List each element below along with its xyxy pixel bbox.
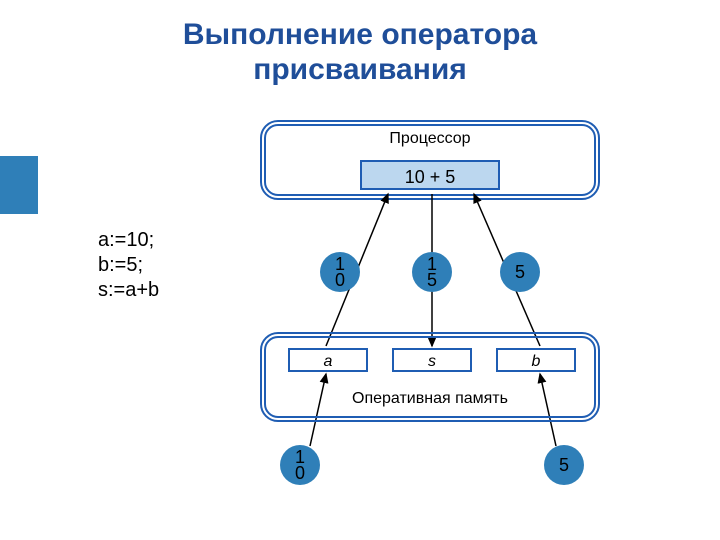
memory-cell-a: a: [288, 348, 368, 372]
value-circle: 5: [500, 252, 540, 292]
title-text: Выполнение оператораприсваивания: [183, 18, 537, 86]
sidebar-accent: [0, 156, 38, 214]
value-circle: 10: [320, 252, 360, 292]
memory-label: Оперативная память: [260, 390, 600, 408]
value-circle: 10: [280, 445, 320, 485]
code-line: b:=5;: [98, 253, 159, 278]
memory-cell-b: b: [496, 348, 576, 372]
value-circle: 15: [412, 252, 452, 292]
code-line: a:=10;: [98, 228, 159, 253]
memory-box: [260, 332, 600, 422]
code-line: s:=a+b: [98, 278, 159, 303]
code-block: a:=10; b:=5; s:=a+b: [98, 228, 159, 303]
processor-label: Процессор: [260, 130, 600, 148]
memory-cell-s: s: [392, 348, 472, 372]
value-circle: 5: [544, 445, 584, 485]
page-title: Выполнение оператораприсваивания: [0, 18, 720, 87]
processor-expression: 10 + 5: [360, 160, 500, 190]
